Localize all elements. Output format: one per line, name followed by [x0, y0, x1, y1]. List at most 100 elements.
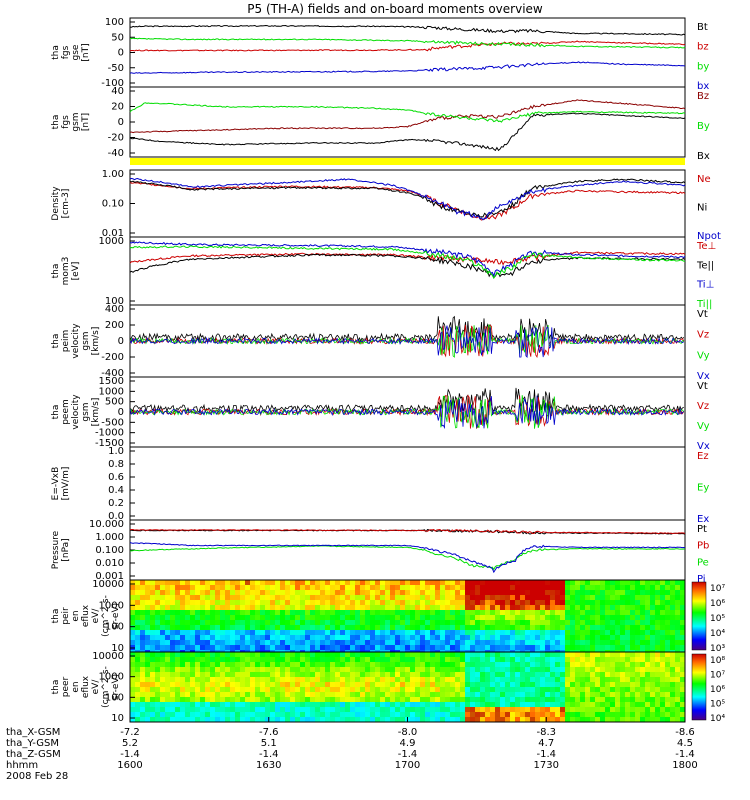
- y-tick-label: 500: [105, 397, 124, 408]
- spectrogram-cell: [335, 692, 340, 697]
- spectrogram-cell: [375, 712, 380, 717]
- spectrogram-cell: [230, 610, 235, 615]
- spectrogram-cell: [470, 585, 475, 590]
- spectrogram-cell: [500, 595, 505, 600]
- spectrogram-cell: [510, 657, 515, 662]
- spectrogram-cell: [635, 630, 640, 635]
- spectrogram-cell: [395, 662, 400, 667]
- spectrogram-cell: [395, 635, 400, 640]
- spectrogram-cell: [145, 707, 150, 712]
- spectrogram-cell: [650, 717, 655, 722]
- spectrogram-cell: [320, 657, 325, 662]
- spectrogram-cell: [585, 640, 590, 645]
- spectrogram-cell: [665, 640, 670, 645]
- spectrogram-cell: [315, 600, 320, 605]
- spectrogram-cell: [520, 605, 525, 610]
- spectrogram-cell: [665, 625, 670, 630]
- spectrogram-cell: [520, 595, 525, 600]
- spectrogram-cell: [185, 635, 190, 640]
- spectrogram-cell: [440, 652, 445, 657]
- y-axis-label: Pressure: [51, 530, 61, 569]
- spectrogram-cell: [455, 712, 460, 717]
- spectrogram-cell: [600, 652, 605, 657]
- spectrogram-cell: [320, 682, 325, 687]
- y-tick-label: 0.01: [102, 228, 124, 239]
- spectrogram-cell: [355, 682, 360, 687]
- spectrogram-cell: [165, 605, 170, 610]
- spectrogram-cell: [490, 580, 495, 585]
- spectrogram-cell: [605, 702, 610, 707]
- spectrogram-cell: [215, 590, 220, 595]
- spectrogram-cell: [340, 677, 345, 682]
- spectrogram-cell: [390, 645, 395, 650]
- spectrogram-cell: [670, 590, 675, 595]
- spectrogram-cell: [240, 580, 245, 585]
- spectrogram-cell: [225, 635, 230, 640]
- spectrogram-cell: [505, 672, 510, 677]
- spectrogram-cell: [340, 702, 345, 707]
- spectrogram-cell: [670, 630, 675, 635]
- spectrogram-cell: [270, 672, 275, 677]
- spectrogram-cell: [210, 662, 215, 667]
- spectrogram-cell: [625, 707, 630, 712]
- spectrogram-cell: [530, 605, 535, 610]
- spectrogram-cell: [350, 615, 355, 620]
- spectrogram-cell: [380, 610, 385, 615]
- spectrogram-cell: [350, 635, 355, 640]
- spectrogram-cell: [460, 707, 465, 712]
- spectrogram-cell: [655, 687, 660, 692]
- spectrogram-cell: [595, 677, 600, 682]
- spectrogram-cell: [200, 615, 205, 620]
- spectrogram-cell: [200, 610, 205, 615]
- spectrogram-cell: [400, 595, 405, 600]
- spectrogram-cell: [570, 595, 575, 600]
- spectrogram-cell: [240, 595, 245, 600]
- spectrogram-cell: [615, 677, 620, 682]
- spectrogram-cell: [615, 640, 620, 645]
- spectrogram-cell: [215, 677, 220, 682]
- spectrogram-cell: [290, 600, 295, 605]
- spectrogram-cell: [615, 635, 620, 640]
- spectrogram-cell: [655, 697, 660, 702]
- spectrogram-cell: [515, 687, 520, 692]
- spectrogram-cell: [375, 682, 380, 687]
- spectrogram-cell: [325, 717, 330, 722]
- spectrogram-cell: [340, 605, 345, 610]
- spectrogram-cell: [395, 712, 400, 717]
- spectrogram-cell: [400, 635, 405, 640]
- spectrogram-cell: [255, 645, 260, 650]
- spectrogram-cell: [320, 652, 325, 657]
- spectrogram-cell: [195, 640, 200, 645]
- spectrogram-cell: [240, 692, 245, 697]
- spectrogram-cell: [600, 625, 605, 630]
- spectrogram-cell: [445, 657, 450, 662]
- spectrogram-cell: [450, 605, 455, 610]
- spectrogram-cell: [535, 657, 540, 662]
- spectrogram-cell: [540, 687, 545, 692]
- spectrogram-cell: [435, 605, 440, 610]
- spectrogram-cell: [560, 590, 565, 595]
- spectrogram-cell: [390, 630, 395, 635]
- spectrogram-cell: [335, 652, 340, 657]
- spectrogram-cell: [345, 712, 350, 717]
- spectrogram-cell: [215, 605, 220, 610]
- spectrogram-cell: [445, 702, 450, 707]
- spectrogram-cell: [410, 605, 415, 610]
- spectrogram-cell: [250, 605, 255, 610]
- spectrogram-cell: [185, 652, 190, 657]
- spectrogram-cell: [400, 640, 405, 645]
- spectrogram-cell: [160, 707, 165, 712]
- spectrogram-cell: [140, 712, 145, 717]
- spectrogram-cell: [240, 662, 245, 667]
- spectrogram-cell: [580, 620, 585, 625]
- spectrogram-cell: [180, 717, 185, 722]
- spectrogram-cell: [590, 657, 595, 662]
- series-Pi: [129, 542, 686, 574]
- spectrogram-cell: [185, 610, 190, 615]
- spectrogram-cell: [470, 712, 475, 717]
- spectrogram-cell: [220, 652, 225, 657]
- spectrogram-cell: [535, 662, 540, 667]
- spectrogram-cell: [245, 585, 250, 590]
- spectrogram-cell: [630, 717, 635, 722]
